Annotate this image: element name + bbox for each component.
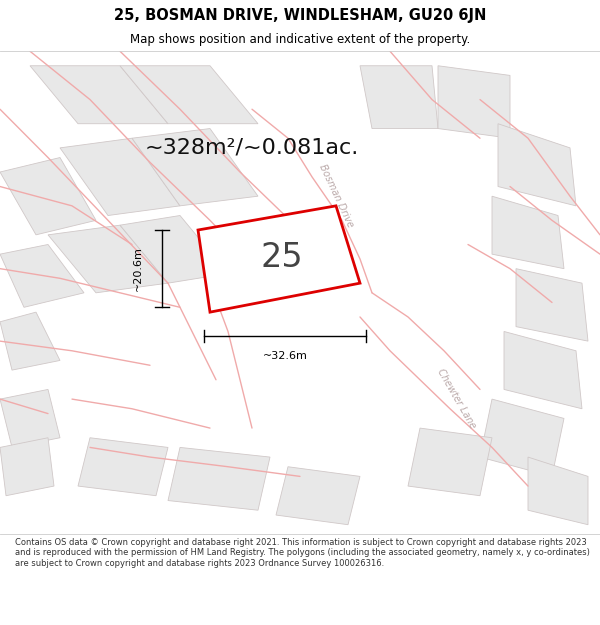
Polygon shape: [120, 216, 228, 283]
Text: 25, BOSMAN DRIVE, WINDLESHAM, GU20 6JN: 25, BOSMAN DRIVE, WINDLESHAM, GU20 6JN: [114, 8, 486, 23]
Polygon shape: [132, 129, 258, 206]
Text: Bosman Drive: Bosman Drive: [317, 163, 355, 229]
Polygon shape: [198, 206, 360, 312]
Polygon shape: [480, 399, 564, 476]
Text: ~328m²/~0.081ac.: ~328m²/~0.081ac.: [145, 138, 359, 158]
Polygon shape: [30, 66, 168, 124]
Polygon shape: [528, 457, 588, 525]
Polygon shape: [60, 138, 180, 216]
Polygon shape: [0, 158, 96, 235]
Text: ~20.6m: ~20.6m: [133, 246, 143, 291]
Polygon shape: [276, 467, 360, 525]
Polygon shape: [168, 448, 270, 510]
Polygon shape: [78, 438, 168, 496]
Polygon shape: [0, 438, 54, 496]
Polygon shape: [0, 312, 60, 370]
Polygon shape: [120, 66, 258, 124]
Text: 25: 25: [260, 241, 304, 274]
Polygon shape: [438, 66, 510, 138]
Polygon shape: [48, 225, 168, 292]
Polygon shape: [492, 196, 564, 269]
Polygon shape: [408, 428, 492, 496]
Polygon shape: [360, 66, 438, 129]
Polygon shape: [516, 269, 588, 341]
Text: ~32.6m: ~32.6m: [263, 351, 307, 361]
Text: Map shows position and indicative extent of the property.: Map shows position and indicative extent…: [130, 34, 470, 46]
Polygon shape: [498, 124, 576, 206]
Polygon shape: [0, 244, 84, 308]
Text: Contains OS data © Crown copyright and database right 2021. This information is : Contains OS data © Crown copyright and d…: [15, 538, 590, 568]
Polygon shape: [504, 331, 582, 409]
Polygon shape: [0, 389, 60, 448]
Text: Chewter Lane: Chewter Lane: [435, 368, 477, 431]
